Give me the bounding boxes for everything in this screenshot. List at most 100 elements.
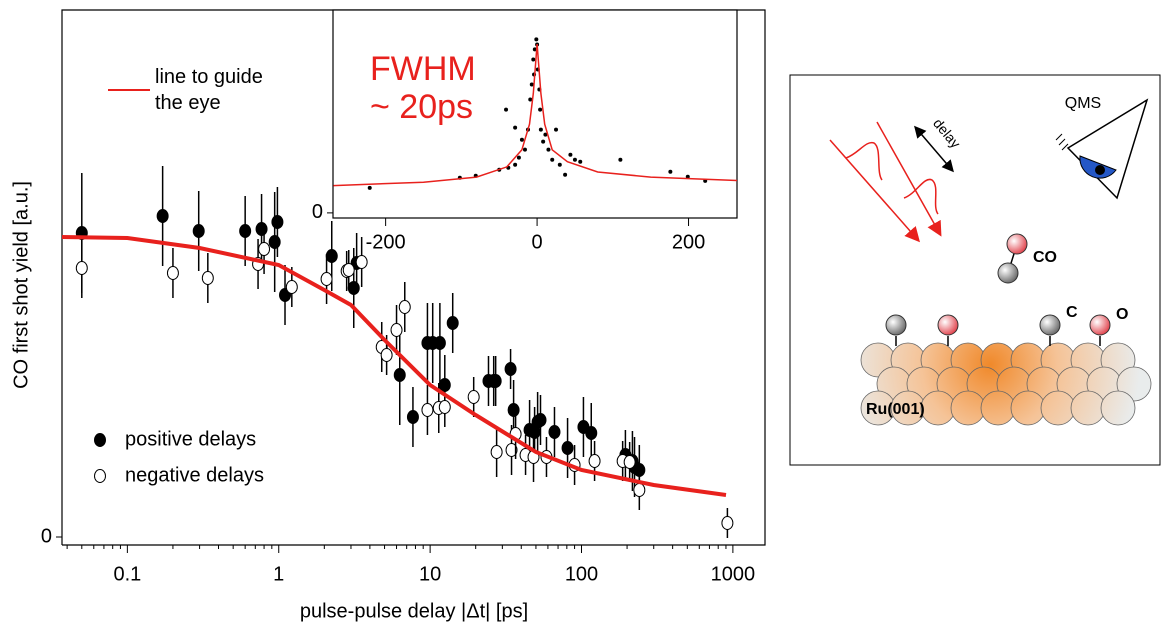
line-legend-text: line to guide the eye bbox=[155, 66, 263, 114]
adsorbate-atom bbox=[1039, 314, 1061, 336]
plot-frame bbox=[61, 9, 766, 546]
legend: positive delays negative delays bbox=[94, 89, 264, 486]
data-point bbox=[532, 47, 537, 52]
data-point bbox=[505, 443, 518, 457]
data-point bbox=[618, 157, 623, 162]
pump-beam bbox=[829, 139, 920, 243]
x-tick-label: 1 bbox=[273, 563, 284, 585]
data-point bbox=[538, 127, 543, 132]
data-point bbox=[489, 374, 502, 388]
eye-pupil bbox=[1095, 165, 1105, 175]
data-point bbox=[668, 169, 673, 174]
data-point bbox=[516, 155, 521, 160]
data-point bbox=[550, 157, 555, 162]
surface-label: Ru(001) bbox=[866, 401, 925, 418]
x-tick-label: 10 bbox=[419, 563, 441, 585]
data-point bbox=[390, 323, 403, 337]
data-point bbox=[721, 516, 734, 530]
data-point bbox=[201, 271, 214, 285]
data-point bbox=[543, 132, 548, 137]
data-point bbox=[529, 82, 534, 87]
data-point bbox=[561, 441, 574, 455]
ru-atom bbox=[1070, 390, 1106, 426]
data-point bbox=[421, 403, 434, 417]
data-point bbox=[355, 255, 368, 269]
ru-surface bbox=[860, 314, 1152, 426]
data-point bbox=[531, 57, 536, 62]
data-point bbox=[285, 280, 298, 294]
fit-line bbox=[61, 235, 727, 497]
legend-label: positive delays bbox=[125, 428, 256, 450]
data-point bbox=[239, 224, 252, 238]
legend-label: negative delays bbox=[125, 464, 264, 486]
x-tick-label: -200 bbox=[366, 231, 406, 253]
data-point bbox=[541, 139, 546, 144]
oxygen-atom bbox=[1006, 233, 1028, 255]
qms-label: QMS bbox=[1065, 95, 1101, 112]
carbon-atom bbox=[997, 262, 1019, 284]
data-point bbox=[563, 172, 568, 177]
co-label: CO bbox=[1033, 249, 1057, 266]
data-point bbox=[347, 281, 360, 295]
probe-beam bbox=[876, 121, 942, 237]
x-tick-label: 100 bbox=[565, 563, 598, 585]
ru-atom bbox=[1010, 390, 1046, 426]
data-point bbox=[585, 426, 598, 440]
x-tick-label: 0 bbox=[532, 231, 543, 253]
ru-atom bbox=[1040, 390, 1076, 426]
ru-atom bbox=[920, 390, 956, 426]
adsorbate-atom bbox=[885, 314, 907, 336]
data-point bbox=[367, 185, 372, 190]
data-point bbox=[588, 454, 601, 468]
data-point bbox=[166, 266, 179, 280]
ru-atom bbox=[1100, 390, 1136, 426]
data-point bbox=[325, 249, 338, 263]
data-point bbox=[557, 162, 562, 167]
data-point bbox=[192, 224, 205, 238]
legend-swatch bbox=[94, 469, 106, 483]
data-point bbox=[507, 403, 520, 417]
data-point bbox=[513, 125, 518, 130]
data-point bbox=[398, 300, 411, 314]
data-point bbox=[633, 483, 646, 497]
data-point bbox=[513, 162, 518, 167]
x-axis-label: pulse-pulse delay |Δt| [ps] bbox=[300, 600, 528, 622]
pulse bbox=[845, 141, 883, 181]
pulse bbox=[903, 178, 939, 215]
data-point bbox=[75, 261, 88, 275]
eye-lashes bbox=[1055, 133, 1069, 151]
data-point bbox=[546, 147, 551, 152]
data-point bbox=[685, 174, 690, 179]
data-point bbox=[268, 235, 281, 249]
data-point bbox=[490, 445, 503, 459]
main-plot: CO first shot yield [a.u.] pulse-pulse d… bbox=[10, 9, 766, 622]
x-tick-label: 1000 bbox=[711, 563, 756, 585]
delay-arrow bbox=[914, 125, 954, 173]
ru-atom bbox=[950, 390, 986, 426]
data-point bbox=[467, 390, 480, 404]
data-point bbox=[504, 362, 517, 376]
data-point bbox=[522, 147, 527, 152]
adsorbate-atom bbox=[937, 314, 959, 336]
data-point bbox=[433, 336, 446, 350]
data-point bbox=[534, 413, 547, 427]
data-point bbox=[538, 107, 543, 112]
data-point bbox=[258, 242, 271, 256]
data-point bbox=[406, 410, 419, 424]
data-point bbox=[554, 127, 559, 132]
legend-swatch bbox=[94, 433, 106, 447]
data-point bbox=[380, 348, 393, 362]
data-point bbox=[578, 159, 583, 164]
data-point bbox=[504, 107, 509, 112]
ru-atom bbox=[980, 390, 1016, 426]
y-tick-label: 0 bbox=[312, 201, 323, 223]
x-tick-label: 200 bbox=[672, 231, 705, 253]
data-point bbox=[572, 157, 577, 162]
data-point bbox=[519, 137, 524, 142]
data-point bbox=[320, 272, 333, 286]
o-label: O bbox=[1116, 306, 1128, 323]
y-tick-label: 0 bbox=[41, 525, 52, 547]
data-point bbox=[255, 222, 268, 236]
